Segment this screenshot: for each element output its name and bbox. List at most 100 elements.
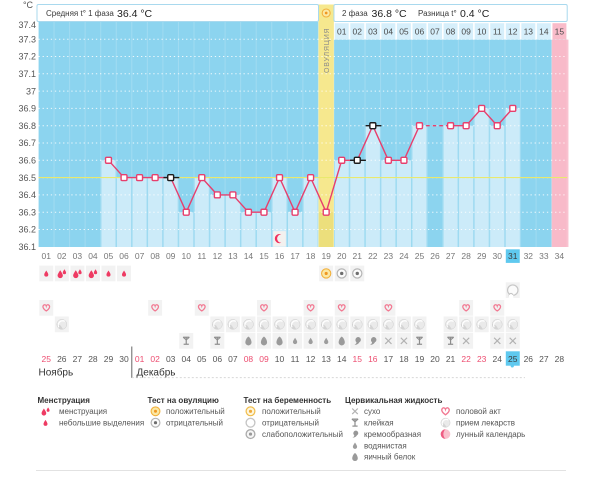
svg-text:07: 07 bbox=[135, 251, 145, 261]
svg-text:20: 20 bbox=[337, 251, 347, 261]
svg-text:27: 27 bbox=[539, 354, 549, 364]
svg-text:Средняя t° 1 фаза: Средняя t° 1 фаза bbox=[46, 9, 114, 18]
svg-text:15: 15 bbox=[353, 354, 363, 364]
svg-text:24: 24 bbox=[399, 251, 409, 261]
svg-text:30: 30 bbox=[492, 251, 502, 261]
svg-text:26: 26 bbox=[57, 354, 67, 364]
svg-text:22: 22 bbox=[368, 251, 378, 261]
svg-text:08: 08 bbox=[446, 26, 456, 36]
svg-text:15: 15 bbox=[259, 251, 269, 261]
svg-text:36.1: 36.1 bbox=[18, 242, 36, 252]
svg-text:10: 10 bbox=[477, 26, 487, 36]
svg-text:02: 02 bbox=[57, 251, 67, 261]
svg-text:36.2: 36.2 bbox=[18, 225, 36, 235]
svg-text:10: 10 bbox=[275, 354, 285, 364]
svg-text:26: 26 bbox=[524, 354, 534, 364]
svg-text:менструация: менструация bbox=[59, 407, 107, 416]
svg-text:кремообразная: кремообразная bbox=[364, 430, 421, 439]
svg-text:яичный белок: яичный белок bbox=[364, 453, 416, 462]
svg-text:36.8 °C: 36.8 °C bbox=[372, 8, 408, 20]
svg-text:36.3: 36.3 bbox=[18, 207, 36, 217]
svg-text:20: 20 bbox=[430, 354, 440, 364]
svg-text:отрицательный: отрицательный bbox=[166, 419, 223, 428]
svg-text:10: 10 bbox=[181, 251, 191, 261]
svg-text:Цервикальная жидкость: Цервикальная жидкость bbox=[345, 396, 442, 405]
svg-text:25: 25 bbox=[508, 354, 518, 364]
svg-text:01: 01 bbox=[135, 354, 145, 364]
svg-text:2 фаза: 2 фаза bbox=[342, 9, 368, 18]
svg-text:06: 06 bbox=[415, 26, 425, 36]
svg-text:05: 05 bbox=[399, 26, 409, 36]
svg-text:28: 28 bbox=[555, 354, 565, 364]
svg-text:Ноябрь: Ноябрь bbox=[39, 367, 74, 379]
svg-text:слабоположительный: слабоположительный bbox=[262, 430, 343, 439]
svg-text:°C: °C bbox=[23, 0, 34, 10]
svg-text:13: 13 bbox=[524, 26, 534, 36]
svg-text:небольшие выделения: небольшие выделения bbox=[59, 419, 144, 428]
svg-text:36.4 °C: 36.4 °C bbox=[117, 8, 153, 20]
svg-text:36.4: 36.4 bbox=[18, 190, 36, 200]
svg-text:17: 17 bbox=[290, 251, 300, 261]
svg-text:34: 34 bbox=[555, 251, 565, 261]
svg-text:15: 15 bbox=[555, 26, 565, 36]
svg-text:29: 29 bbox=[477, 251, 487, 261]
svg-text:05: 05 bbox=[197, 354, 207, 364]
svg-text:07: 07 bbox=[228, 354, 238, 364]
svg-text:29: 29 bbox=[104, 354, 114, 364]
svg-text:33: 33 bbox=[539, 251, 549, 261]
svg-text:16: 16 bbox=[368, 354, 378, 364]
svg-text:03: 03 bbox=[73, 251, 83, 261]
svg-text:23: 23 bbox=[477, 354, 487, 364]
svg-text:Тест на овуляцию: Тест на овуляцию bbox=[148, 396, 219, 405]
svg-text:05: 05 bbox=[104, 251, 114, 261]
svg-text:32: 32 bbox=[524, 251, 534, 261]
svg-text:06: 06 bbox=[213, 354, 223, 364]
svg-text:клейкая: клейкая bbox=[364, 419, 394, 428]
svg-text:лунный календарь: лунный календарь bbox=[456, 430, 525, 439]
svg-text:11: 11 bbox=[197, 251, 206, 261]
svg-text:14: 14 bbox=[244, 251, 254, 261]
svg-text:21: 21 bbox=[446, 354, 456, 364]
svg-text:11: 11 bbox=[291, 354, 300, 364]
svg-text:сухо: сухо bbox=[364, 407, 381, 416]
svg-text:25: 25 bbox=[42, 354, 52, 364]
svg-text:04: 04 bbox=[384, 26, 394, 36]
svg-text:36.9: 36.9 bbox=[18, 104, 36, 114]
svg-text:Тест на беременность: Тест на беременность bbox=[244, 396, 332, 405]
svg-text:09: 09 bbox=[259, 354, 269, 364]
svg-text:07: 07 bbox=[430, 26, 440, 36]
svg-text:24: 24 bbox=[492, 354, 502, 364]
svg-text:ОВУЛЯЦИЯ: ОВУЛЯЦИЯ bbox=[324, 28, 331, 73]
svg-text:09: 09 bbox=[166, 251, 176, 261]
svg-text:36.6: 36.6 bbox=[18, 156, 36, 166]
svg-text:19: 19 bbox=[415, 354, 425, 364]
svg-text:01: 01 bbox=[337, 26, 347, 36]
svg-text:12: 12 bbox=[508, 26, 518, 36]
svg-text:14: 14 bbox=[539, 26, 549, 36]
svg-text:Менструация: Менструация bbox=[38, 396, 91, 405]
svg-text:Разница t°: Разница t° bbox=[418, 9, 457, 18]
svg-text:06: 06 bbox=[119, 251, 129, 261]
svg-text:26: 26 bbox=[430, 251, 440, 261]
svg-text:19: 19 bbox=[321, 251, 331, 261]
svg-text:30: 30 bbox=[119, 354, 129, 364]
svg-text:положительный: положительный bbox=[166, 407, 225, 416]
svg-text:Декабрь: Декабрь bbox=[137, 367, 176, 379]
svg-text:водянистая: водянистая bbox=[364, 441, 407, 450]
svg-text:16: 16 bbox=[275, 251, 285, 261]
svg-text:37.4: 37.4 bbox=[18, 20, 36, 30]
svg-text:04: 04 bbox=[88, 251, 98, 261]
svg-text:03: 03 bbox=[166, 354, 176, 364]
svg-text:11: 11 bbox=[493, 26, 502, 36]
svg-text:21: 21 bbox=[353, 251, 363, 261]
svg-text:28: 28 bbox=[88, 354, 98, 364]
svg-text:половой акт: половой акт bbox=[456, 407, 501, 416]
svg-text:17: 17 bbox=[384, 354, 394, 364]
svg-text:09: 09 bbox=[461, 26, 471, 36]
svg-text:22: 22 bbox=[461, 354, 471, 364]
svg-text:02: 02 bbox=[150, 354, 160, 364]
svg-text:27: 27 bbox=[73, 354, 83, 364]
svg-text:27: 27 bbox=[446, 251, 456, 261]
svg-text:0.4 °C: 0.4 °C bbox=[460, 8, 490, 20]
svg-text:04: 04 bbox=[181, 354, 191, 364]
